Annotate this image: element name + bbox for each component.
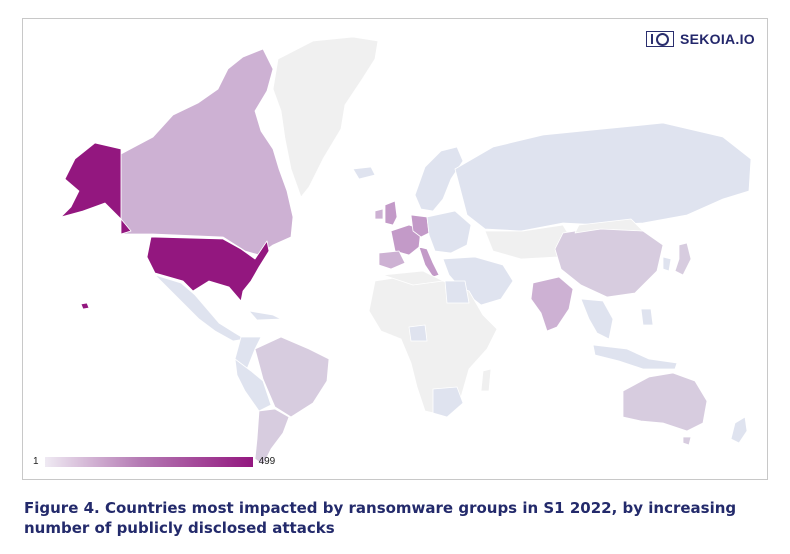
region-russia[interactable]	[454, 122, 752, 232]
region-indonesia[interactable]	[592, 344, 678, 370]
figure-caption-text: Countries most impacted by ransomware gr…	[24, 499, 737, 537]
region-eastern-europe[interactable]	[426, 210, 472, 254]
region-mongolia[interactable]	[574, 218, 644, 234]
region-united-kingdom[interactable]	[384, 200, 398, 226]
region-spain[interactable]	[378, 250, 406, 270]
logo-mark-icon	[645, 31, 674, 47]
region-korea[interactable]	[662, 256, 672, 272]
region-germany[interactable]	[410, 214, 430, 238]
region-caribbean[interactable]	[248, 310, 282, 321]
world-map	[60, 36, 752, 466]
region-southeast-asia[interactable]	[580, 298, 614, 340]
region-ireland[interactable]	[374, 208, 384, 220]
region-argentina[interactable]	[254, 408, 290, 466]
region-australia[interactable]	[622, 372, 708, 432]
region-egypt[interactable]	[444, 280, 470, 304]
region-canada[interactable]	[120, 48, 294, 256]
legend-max-label: 499	[258, 456, 276, 467]
figure-label: Figure 4.	[24, 499, 100, 517]
region-new-zealand[interactable]	[730, 416, 748, 444]
region-nigeria[interactable]	[408, 324, 428, 342]
region-italy[interactable]	[418, 246, 440, 278]
map-frame: SEKOIA.IO 1 499	[22, 18, 768, 480]
region-peru[interactable]	[234, 358, 272, 412]
region-iceland[interactable]	[352, 166, 376, 180]
brand-name: SEKOIA.IO	[679, 31, 755, 47]
region-brazil[interactable]	[254, 336, 330, 418]
region-middle-east[interactable]	[442, 256, 514, 306]
color-scale-legend: 1 499	[33, 456, 275, 467]
region-greenland[interactable]	[272, 36, 379, 198]
region-tasmania[interactable]	[682, 436, 692, 446]
region-madagascar[interactable]	[480, 368, 492, 392]
region-hawaii[interactable]	[80, 302, 90, 310]
region-philippines[interactable]	[640, 308, 654, 326]
region-north-africa[interactable]	[382, 270, 444, 286]
legend-gradient-bar	[44, 456, 253, 467]
region-india[interactable]	[530, 276, 574, 332]
region-china[interactable]	[554, 226, 664, 298]
region-united-states[interactable]	[146, 236, 270, 302]
figure-caption: Figure 4. Countries most impacted by ran…	[24, 498, 784, 538]
legend-min-label: 1	[33, 456, 39, 467]
region-japan[interactable]	[674, 242, 692, 276]
brand-logo: SEKOIA.IO	[645, 31, 755, 47]
region-south-africa[interactable]	[432, 386, 464, 418]
region-scandinavia[interactable]	[414, 146, 464, 212]
region-alaska[interactable]	[60, 142, 132, 235]
